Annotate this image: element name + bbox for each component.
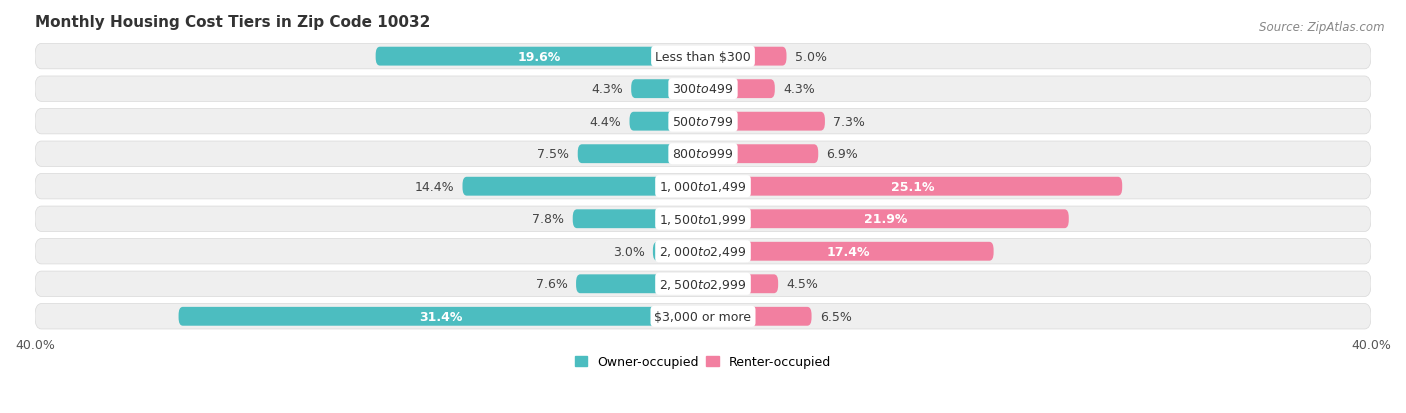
FancyBboxPatch shape xyxy=(35,239,1371,264)
FancyBboxPatch shape xyxy=(35,109,1371,135)
FancyBboxPatch shape xyxy=(703,307,811,326)
FancyBboxPatch shape xyxy=(576,275,703,294)
Text: 14.4%: 14.4% xyxy=(415,180,454,193)
Text: Less than $300: Less than $300 xyxy=(655,50,751,64)
FancyBboxPatch shape xyxy=(35,77,1371,102)
Text: 5.0%: 5.0% xyxy=(794,50,827,64)
FancyBboxPatch shape xyxy=(35,44,1371,70)
Text: $300 to $499: $300 to $499 xyxy=(672,83,734,96)
Text: $2,000 to $2,499: $2,000 to $2,499 xyxy=(659,244,747,259)
Text: $1,500 to $1,999: $1,500 to $1,999 xyxy=(659,212,747,226)
FancyBboxPatch shape xyxy=(652,242,703,261)
Text: 21.9%: 21.9% xyxy=(865,213,907,225)
FancyBboxPatch shape xyxy=(35,206,1371,232)
Text: 3.0%: 3.0% xyxy=(613,245,644,258)
Text: Monthly Housing Cost Tiers in Zip Code 10032: Monthly Housing Cost Tiers in Zip Code 1… xyxy=(35,15,430,30)
Text: 4.5%: 4.5% xyxy=(786,278,818,291)
FancyBboxPatch shape xyxy=(630,112,703,131)
Text: 7.3%: 7.3% xyxy=(834,115,865,128)
Text: 7.6%: 7.6% xyxy=(536,278,568,291)
FancyBboxPatch shape xyxy=(179,307,703,326)
Legend: Owner-occupied, Renter-occupied: Owner-occupied, Renter-occupied xyxy=(569,350,837,373)
FancyBboxPatch shape xyxy=(578,145,703,164)
Text: $2,500 to $2,999: $2,500 to $2,999 xyxy=(659,277,747,291)
FancyBboxPatch shape xyxy=(703,80,775,99)
Text: $3,000 or more: $3,000 or more xyxy=(655,310,751,323)
Text: $1,000 to $1,499: $1,000 to $1,499 xyxy=(659,180,747,194)
FancyBboxPatch shape xyxy=(35,271,1371,297)
FancyBboxPatch shape xyxy=(631,80,703,99)
FancyBboxPatch shape xyxy=(375,47,703,66)
Text: Source: ZipAtlas.com: Source: ZipAtlas.com xyxy=(1260,21,1385,33)
FancyBboxPatch shape xyxy=(703,47,786,66)
Text: $800 to $999: $800 to $999 xyxy=(672,148,734,161)
FancyBboxPatch shape xyxy=(703,145,818,164)
Text: $500 to $799: $500 to $799 xyxy=(672,115,734,128)
Text: 4.3%: 4.3% xyxy=(591,83,623,96)
FancyBboxPatch shape xyxy=(35,304,1371,329)
Text: 6.9%: 6.9% xyxy=(827,148,858,161)
Text: 6.5%: 6.5% xyxy=(820,310,852,323)
FancyBboxPatch shape xyxy=(35,174,1371,199)
Text: 7.5%: 7.5% xyxy=(537,148,569,161)
FancyBboxPatch shape xyxy=(35,142,1371,167)
FancyBboxPatch shape xyxy=(572,210,703,229)
FancyBboxPatch shape xyxy=(703,242,994,261)
FancyBboxPatch shape xyxy=(463,177,703,196)
FancyBboxPatch shape xyxy=(703,275,778,294)
Text: 7.8%: 7.8% xyxy=(533,213,564,225)
Text: 25.1%: 25.1% xyxy=(891,180,935,193)
Text: 17.4%: 17.4% xyxy=(827,245,870,258)
Text: 4.4%: 4.4% xyxy=(589,115,621,128)
Text: 4.3%: 4.3% xyxy=(783,83,815,96)
Text: 31.4%: 31.4% xyxy=(419,310,463,323)
FancyBboxPatch shape xyxy=(703,177,1122,196)
Text: 19.6%: 19.6% xyxy=(517,50,561,64)
FancyBboxPatch shape xyxy=(703,210,1069,229)
FancyBboxPatch shape xyxy=(703,112,825,131)
